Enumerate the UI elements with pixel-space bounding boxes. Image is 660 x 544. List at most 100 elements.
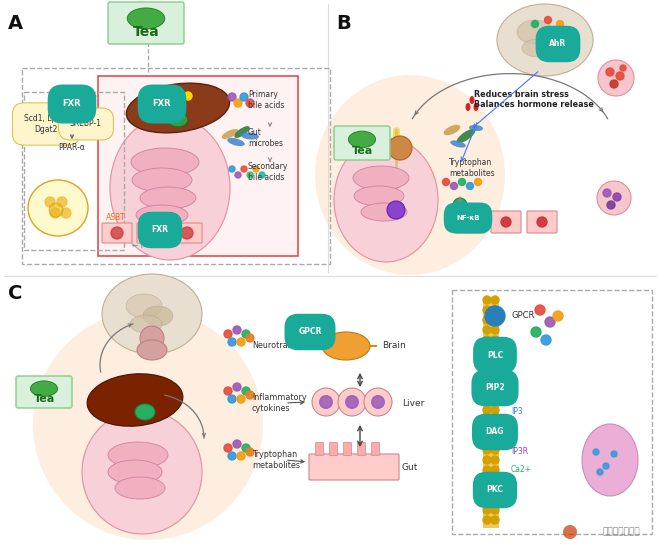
Text: Scd1, Lpin1
Dgat2: Scd1, Lpin1 Dgat2 — [24, 114, 68, 134]
Circle shape — [491, 426, 499, 434]
Circle shape — [224, 444, 232, 452]
Circle shape — [483, 396, 491, 404]
FancyBboxPatch shape — [309, 454, 399, 480]
Circle shape — [483, 376, 491, 384]
Text: ASBT: ASBT — [106, 213, 126, 222]
Ellipse shape — [338, 388, 366, 416]
Ellipse shape — [30, 381, 57, 397]
Circle shape — [483, 356, 491, 364]
Circle shape — [459, 178, 465, 186]
Circle shape — [146, 227, 158, 239]
Circle shape — [491, 376, 499, 384]
Text: PKC: PKC — [486, 485, 504, 494]
Circle shape — [491, 396, 499, 404]
Text: Brain: Brain — [382, 342, 406, 350]
Circle shape — [485, 306, 505, 326]
Circle shape — [610, 80, 618, 88]
Ellipse shape — [473, 103, 478, 111]
Circle shape — [537, 217, 547, 227]
Ellipse shape — [82, 410, 202, 534]
Circle shape — [372, 395, 384, 409]
Text: Tea: Tea — [351, 145, 373, 156]
FancyBboxPatch shape — [455, 211, 485, 233]
Circle shape — [234, 99, 242, 107]
FancyBboxPatch shape — [343, 442, 352, 455]
Ellipse shape — [315, 75, 505, 275]
Ellipse shape — [108, 460, 162, 484]
Circle shape — [242, 330, 250, 338]
Text: IP3R: IP3R — [511, 448, 528, 456]
Ellipse shape — [137, 340, 167, 360]
Circle shape — [491, 436, 499, 444]
Circle shape — [603, 463, 609, 469]
Circle shape — [233, 440, 241, 448]
Circle shape — [235, 172, 241, 178]
Text: AhR: AhR — [549, 40, 567, 48]
Circle shape — [483, 336, 491, 344]
Ellipse shape — [130, 315, 162, 333]
Circle shape — [483, 346, 491, 354]
Circle shape — [233, 383, 241, 391]
Circle shape — [593, 449, 599, 455]
Text: Ca2+: Ca2+ — [511, 466, 532, 474]
FancyBboxPatch shape — [16, 376, 72, 408]
Ellipse shape — [87, 374, 183, 426]
Ellipse shape — [227, 138, 245, 146]
Ellipse shape — [465, 103, 471, 111]
Circle shape — [242, 387, 250, 395]
Circle shape — [556, 21, 564, 28]
Ellipse shape — [361, 203, 407, 221]
Circle shape — [483, 506, 491, 514]
Circle shape — [442, 178, 449, 186]
Circle shape — [611, 451, 617, 457]
Circle shape — [246, 448, 254, 456]
Ellipse shape — [108, 442, 168, 468]
Ellipse shape — [522, 39, 554, 57]
Circle shape — [483, 306, 491, 314]
FancyBboxPatch shape — [372, 442, 380, 455]
Circle shape — [387, 201, 405, 219]
Circle shape — [491, 406, 499, 414]
Ellipse shape — [457, 129, 475, 143]
Circle shape — [598, 60, 634, 96]
Circle shape — [483, 476, 491, 484]
Text: Neurotransmitter: Neurotransmitter — [252, 342, 321, 350]
Circle shape — [233, 326, 241, 334]
Ellipse shape — [131, 148, 199, 176]
Ellipse shape — [450, 140, 466, 147]
FancyBboxPatch shape — [358, 442, 366, 455]
Ellipse shape — [364, 388, 392, 416]
Circle shape — [453, 198, 467, 212]
Text: Reduces brain stress: Reduces brain stress — [474, 90, 569, 99]
Circle shape — [242, 444, 250, 452]
Ellipse shape — [517, 20, 553, 44]
Circle shape — [475, 178, 482, 186]
Circle shape — [491, 456, 499, 464]
Circle shape — [491, 356, 499, 364]
Circle shape — [613, 193, 621, 201]
Circle shape — [483, 466, 491, 474]
Circle shape — [483, 366, 491, 374]
Ellipse shape — [322, 332, 370, 360]
Ellipse shape — [127, 8, 165, 29]
Ellipse shape — [353, 166, 409, 190]
Text: PIP2: PIP2 — [485, 384, 505, 393]
Bar — [483, 298, 491, 528]
Ellipse shape — [127, 83, 230, 133]
Bar — [24, 92, 124, 250]
Ellipse shape — [334, 138, 438, 262]
Circle shape — [491, 316, 499, 324]
Ellipse shape — [538, 30, 566, 50]
Ellipse shape — [469, 125, 483, 131]
FancyBboxPatch shape — [527, 211, 557, 233]
Text: PLC: PLC — [487, 350, 503, 360]
Text: ← FGF15: ← FGF15 — [131, 242, 164, 250]
FancyBboxPatch shape — [329, 442, 337, 455]
Circle shape — [483, 316, 491, 324]
Circle shape — [531, 327, 541, 337]
Text: NF-κB: NF-κB — [456, 215, 480, 221]
Text: B: B — [336, 14, 350, 33]
Text: Tea: Tea — [133, 26, 159, 40]
FancyBboxPatch shape — [315, 442, 323, 455]
Circle shape — [597, 181, 631, 215]
